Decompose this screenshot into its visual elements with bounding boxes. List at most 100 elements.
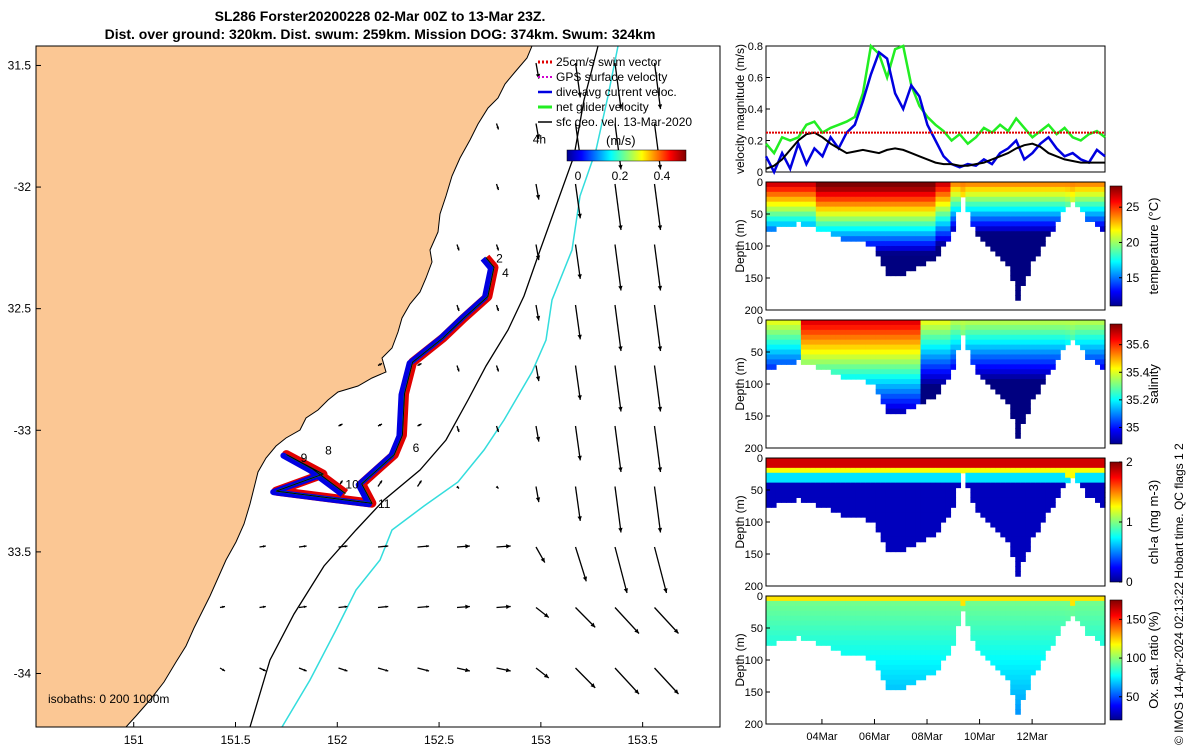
velocity-arrowhead	[303, 545, 307, 548]
map-y-tick-label: -32	[14, 180, 32, 194]
velocity-arrowhead	[657, 285, 663, 291]
dive-avg-band	[270, 256, 494, 508]
velocity-arrowhead	[535, 315, 541, 321]
velocity-arrowhead	[222, 668, 225, 671]
velocity-arrow	[574, 183, 581, 219]
velocity-arrowhead	[535, 255, 541, 261]
velocity-arrow	[574, 425, 581, 461]
velocity-arrow	[654, 607, 679, 634]
velocity-arrow	[574, 486, 581, 521]
legend-swim-vector: 25cm/s swim vector	[538, 55, 661, 69]
velocity-arrow	[575, 607, 596, 628]
map-x-tick-label: 151	[124, 733, 144, 747]
velocity-arrowhead	[657, 467, 663, 472]
velocity-arrow	[614, 546, 628, 594]
velocity-arrowhead	[303, 668, 307, 672]
velocity-arrowhead	[634, 689, 639, 694]
velocity-arrowhead	[262, 605, 266, 609]
map-x-ticks: 151 151.5 152 152.5 153 153.5	[124, 722, 658, 747]
map-y-tick-label: 33.5	[8, 545, 32, 559]
velocity-arrowhead	[618, 527, 623, 533]
isobath-200m	[281, 46, 619, 727]
velocity-arrowhead	[344, 668, 348, 672]
velocity-arrow	[575, 667, 596, 689]
velocity-arrowhead	[618, 104, 623, 109]
velocity-arrowhead	[418, 480, 422, 484]
svg-text:GPS surface velocity: GPS surface velocity	[556, 70, 667, 84]
velocity-arrowhead	[577, 395, 582, 400]
velocity-arrow	[653, 425, 662, 473]
glider-track	[270, 254, 499, 508]
map-y-tick-label: 31.5	[8, 58, 32, 72]
map-y-ticks: 31.5 -32 32.5 -33 33.5 -34	[8, 58, 41, 680]
map-x-tick-label: 151.5	[220, 733, 250, 747]
velocity-arrow	[574, 244, 581, 279]
day-label: 9	[301, 451, 308, 465]
velocity-arrowhead	[496, 126, 499, 130]
velocity-arrowhead	[577, 92, 582, 98]
velocity-arrowhead	[222, 605, 225, 609]
velocity-arrow	[653, 123, 662, 170]
day-label: 8	[325, 444, 332, 458]
velocity-arrow	[614, 667, 640, 695]
map-x-tick-label: 153.5	[628, 733, 658, 747]
velocity-arrowhead	[577, 213, 582, 219]
velocity-arrowhead	[657, 346, 663, 351]
svg-text:dive-avg current veloc.: dive-avg current veloc.	[556, 85, 677, 99]
velocity-arrowhead	[385, 668, 389, 672]
velocity-arrowhead	[496, 187, 499, 190]
velocity-arrowhead	[673, 628, 679, 634]
svg-text:sfc geo. vel. 13-Mar-2020: sfc geo. vel. 13-Mar-2020	[556, 115, 692, 129]
velocity-arrowhead	[543, 673, 549, 678]
velocity-arrowhead	[535, 376, 541, 382]
velocity-arrowhead	[385, 544, 389, 548]
velocity-arrowhead	[634, 628, 639, 634]
velocity-arrowhead	[496, 247, 499, 251]
map-x-tick-label: 153	[531, 733, 551, 747]
velocity-arrowhead	[385, 605, 389, 609]
velocity-arrow	[614, 607, 640, 634]
legend-sfc-geo: sfc geo. vel. 13-Mar-2020	[538, 115, 692, 129]
velocity-arrowhead	[535, 194, 541, 200]
velocity-arrowhead	[618, 346, 623, 351]
velocity-arrowhead	[506, 604, 511, 609]
velocity-arrow	[654, 667, 679, 695]
velocity-arrowhead	[673, 689, 679, 694]
map-cbar-tick-0: 0	[575, 169, 582, 183]
velocity-arrow	[653, 546, 668, 594]
velocity-arrowhead	[577, 334, 582, 340]
isobaths-label: isobaths: 0 200 1000m	[48, 692, 169, 706]
velocity-arrowhead	[495, 485, 499, 489]
velocity-arrowhead	[303, 605, 307, 609]
day-label: 4	[502, 266, 509, 280]
velocity-arrowhead	[456, 429, 460, 432]
velocity-arrowhead	[577, 274, 582, 279]
track-line	[276, 257, 495, 504]
map-title-line2: Dist. over ground: 320km. Dist. swum: 25…	[104, 26, 656, 42]
velocity-arrowhead	[379, 363, 382, 366]
velocity-arrowhead	[465, 604, 470, 610]
velocity-arrowhead	[418, 424, 422, 427]
velocity-arrowhead	[618, 406, 623, 412]
legend-net-glider: net glider velocity	[538, 100, 649, 114]
velocity-arrow	[614, 425, 622, 473]
velocity-arrowhead	[618, 285, 623, 291]
legend-dive-avg: dive-avg current veloc.	[538, 85, 677, 99]
velocity-arrow	[653, 183, 662, 231]
velocity-arrowhead	[344, 605, 348, 609]
velocity-arrow	[614, 123, 622, 170]
velocity-arrow	[653, 244, 662, 291]
day-label: 6	[413, 441, 420, 455]
velocity-arrowhead	[344, 545, 348, 548]
velocity-arrowhead	[418, 363, 422, 366]
velocity-arrowhead	[456, 485, 459, 489]
velocity-arrowhead	[456, 247, 460, 251]
map-title-line1: SL286 Forster20200228 02-Mar 00Z to 13-M…	[214, 8, 546, 24]
velocity-arrowhead	[506, 544, 511, 549]
velocity-arrowhead	[590, 683, 596, 688]
velocity-arrowhead	[618, 164, 623, 170]
day-label: 11	[378, 497, 391, 511]
velocity-arrowhead	[379, 424, 382, 427]
map-colorbar-label: (m/s)	[606, 133, 636, 148]
